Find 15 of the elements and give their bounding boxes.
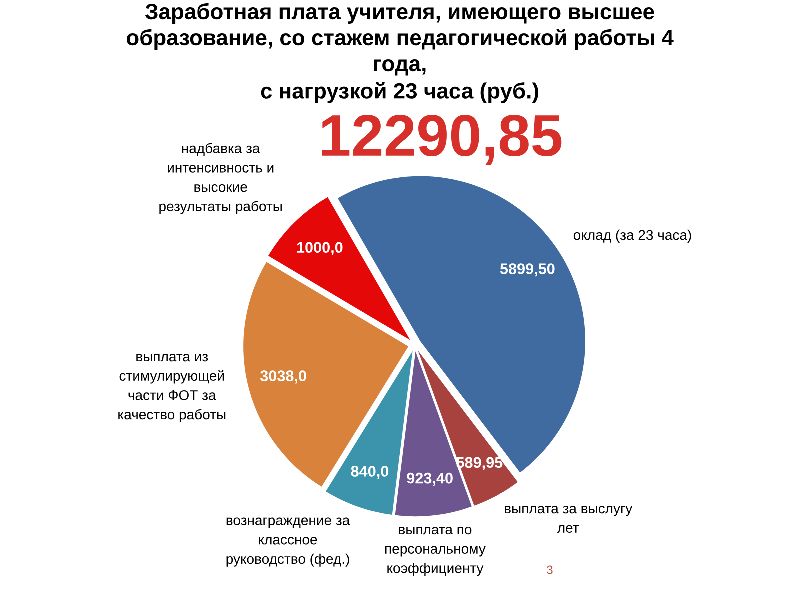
data-label: 923,40 [407,472,453,486]
chart-subtitle: с нагрузкой 23 часа (руб.) [261,82,538,104]
slice-label: выплата за выслугу лет [505,506,633,534]
chart-title: Заработная плата учителя, имеющего высшее образование, со стажем педагогической работы 4 года, [126,3,674,76]
text: 3 [547,566,553,574]
slice-label: надбавка за интенсивность и высокие результаты работы [160,143,282,214]
data-label: 3038,0 [260,370,306,384]
data-label: 840,0 [351,466,389,480]
slice-label: выплата из стимулирующей части ФОТ за качество работы [118,354,226,422]
text: 12290,85 [322,114,562,166]
data-label: 1000,0 [297,242,343,256]
slice-label: вознаграждение за классное руководство (фед.) [226,518,350,567]
data-label: 5899,50 [500,264,555,277]
slice-label: выплата по персональному коэффициенту [386,526,486,576]
slice-label: оклад (за 23 часа) [574,230,692,243]
